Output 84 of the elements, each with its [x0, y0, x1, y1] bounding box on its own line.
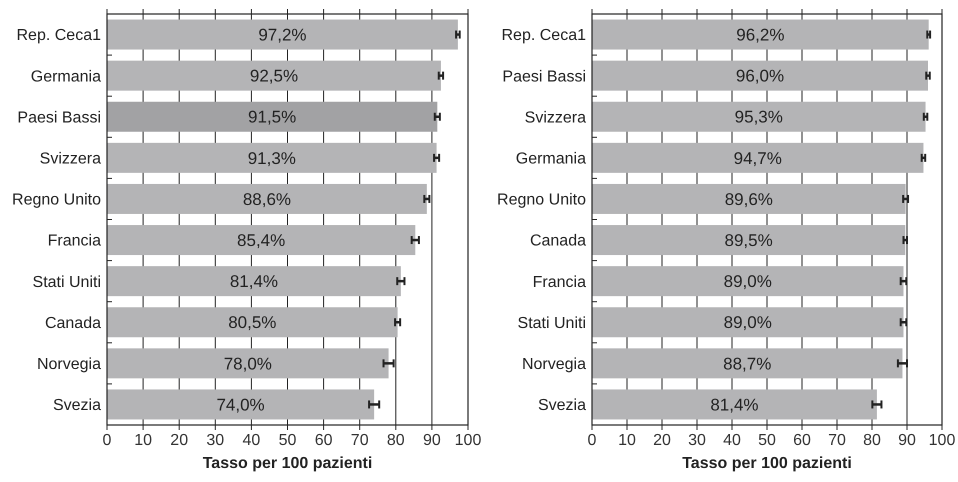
data-label: 78,0% [224, 354, 272, 374]
x-tick-label: 80 [863, 432, 881, 449]
y-tick-label: Svezia [538, 397, 586, 414]
bar [592, 60, 928, 91]
y-tick-label: Svizzera [524, 109, 586, 126]
bar [107, 307, 398, 338]
bar [592, 184, 906, 214]
y-tick-label: Canada [530, 232, 586, 250]
x-tick-label: 90 [898, 432, 916, 449]
bar [107, 225, 416, 256]
bar [107, 20, 458, 50]
bar [592, 348, 902, 378]
data-label: 96,0% [736, 66, 784, 86]
bar [107, 102, 438, 132]
x-tick-label: 0 [588, 432, 597, 449]
data-label: 95,3% [734, 108, 783, 127]
data-label: 80,5% [228, 313, 276, 332]
x-tick-label: 0 [102, 432, 112, 449]
data-label: 94,7% [734, 148, 782, 168]
x-tick-label: 70 [828, 432, 846, 449]
bar [592, 266, 904, 296]
y-tick-label: Rep. Ceca1 [16, 27, 102, 44]
y-tick-label: Svizzera [40, 150, 102, 168]
data-label: 97,2% [258, 26, 307, 44]
y-tick-label: Canada [44, 314, 102, 332]
y-tick-label: Stati Uniti [518, 314, 586, 332]
data-label: 85,4% [237, 231, 286, 250]
y-tick-label: Norvegia [522, 356, 586, 373]
data-label: 89,0% [724, 313, 772, 332]
bar [592, 225, 906, 256]
y-tick-label: Rep. Ceca1 [502, 27, 586, 44]
x-tick-label: 90 [423, 432, 441, 449]
x-tick-label: 30 [206, 432, 224, 449]
bar [592, 142, 924, 173]
x-tick-label: 100 [928, 432, 956, 449]
data-label: 89,5% [724, 231, 773, 250]
data-label: 89,0% [724, 272, 772, 292]
data-label: 74,0% [216, 395, 265, 414]
y-tick-label: Regno Unito [497, 192, 586, 209]
y-tick-label: Francia [48, 232, 102, 250]
data-label: 96,2% [736, 26, 784, 44]
bar [592, 307, 904, 338]
bar [592, 389, 877, 420]
x-tick-label: 100 [454, 432, 482, 449]
data-label: 81,4% [710, 395, 759, 414]
x-tick-label: 50 [758, 432, 776, 449]
bar [107, 348, 389, 378]
data-label: 92,5% [250, 66, 298, 86]
bar [592, 102, 926, 132]
data-label: 91,3% [248, 148, 296, 168]
x-tick-label: 20 [653, 432, 671, 449]
y-tick-label: Germania [30, 68, 102, 86]
data-label: 91,5% [248, 108, 296, 127]
y-tick-label: Francia [532, 274, 586, 291]
y-tick-label: Paesi Bassi [17, 109, 101, 126]
x-tick-label: 50 [278, 432, 296, 449]
bar [107, 266, 401, 296]
x-tick-label: 70 [350, 432, 369, 449]
y-tick-label: Germania [516, 150, 586, 168]
x-tick-label: 20 [170, 432, 188, 449]
x-tick-label: 60 [793, 432, 811, 449]
y-tick-label: Stati Uniti [32, 274, 101, 291]
x-tick-label: 10 [134, 432, 152, 449]
bar [107, 60, 441, 91]
y-tick-label: Regno Unito [12, 192, 102, 209]
data-label: 89,6% [724, 190, 773, 209]
x-tick-label: 60 [314, 432, 333, 449]
x-tick-label: 10 [618, 432, 636, 449]
bar [107, 184, 427, 214]
x-tick-label: 40 [242, 432, 260, 449]
x-tick-label: 80 [386, 432, 405, 449]
x-axis-title: Tasso per 100 pazienti [682, 455, 852, 472]
x-axis-title: Tasso per 100 pazienti [202, 455, 372, 472]
bar [592, 20, 929, 50]
data-label: 81,4% [230, 272, 278, 292]
y-tick-label: Svezia [52, 397, 102, 414]
bar [107, 142, 437, 173]
x-tick-label: 30 [688, 432, 706, 449]
bar [107, 389, 374, 420]
data-label: 88,6% [242, 190, 292, 209]
y-tick-label: Norvegia [36, 356, 102, 373]
y-tick-label: Paesi Bassi [502, 68, 586, 86]
data-label: 88,7% [723, 354, 772, 374]
x-tick-label: 40 [723, 432, 741, 449]
